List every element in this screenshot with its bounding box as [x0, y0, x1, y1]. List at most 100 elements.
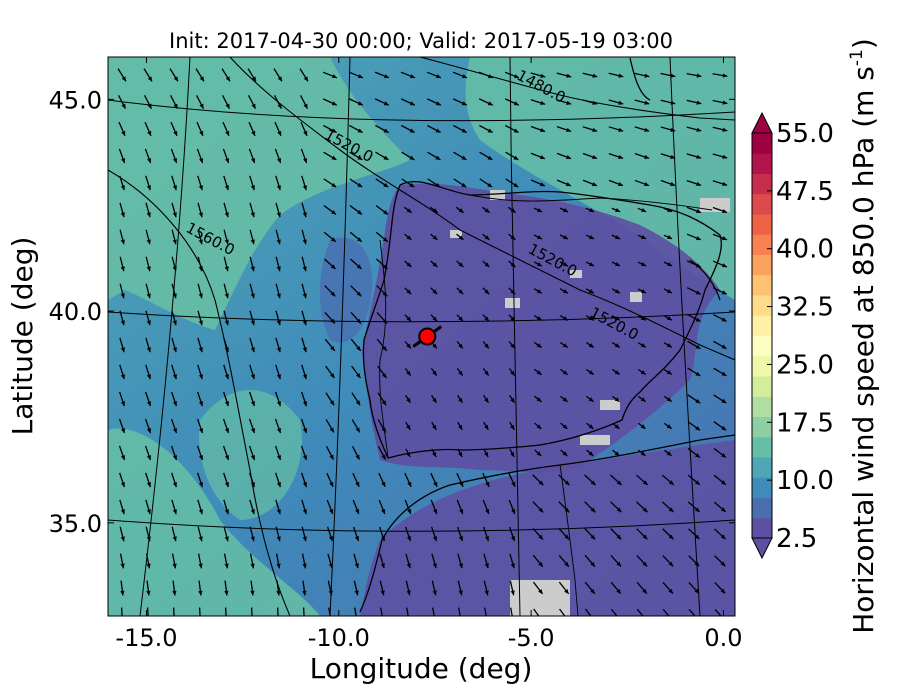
wind-vector: [638, 449, 646, 457]
wind-vector: [556, 152, 572, 160]
wind-vector: [349, 231, 363, 243]
wind-vector: [171, 337, 177, 353]
wind-vector: [275, 364, 281, 380]
wind-vector: [534, 422, 542, 430]
wind-vector: [611, 207, 621, 213]
wind-vector: [479, 178, 493, 188]
wind-vector: [430, 472, 438, 488]
wind-vector: [379, 580, 385, 596]
wind-vector: [198, 580, 203, 596]
wind-vector: [608, 99, 624, 105]
wind-vector: [686, 126, 702, 132]
wind-vector: [556, 99, 572, 105]
wind-vector: [663, 261, 673, 267]
wind-vector: [663, 342, 673, 348]
wind-vector: [714, 555, 726, 567]
wind-vector: [509, 421, 515, 431]
colorbar-tick-label-6: 47.5: [776, 177, 834, 207]
wind-vector: [431, 448, 437, 458]
wind-vector: [637, 288, 647, 294]
wind-vector: [482, 233, 490, 241]
colorbar-ticks: 2.5 10.0 17.5 25.0 32.5 40.0 47.5 55.0: [767, 119, 834, 554]
wind-vector: [483, 448, 489, 458]
wind-vector: [379, 553, 385, 569]
wind-vector: [349, 178, 363, 188]
wind-vector: [197, 256, 203, 272]
wind-vector: [275, 526, 281, 542]
colorbar-over-triangle: [751, 111, 773, 134]
wind-vector: [118, 391, 126, 407]
wind-vector: [349, 151, 363, 161]
wind-vector: [404, 260, 412, 268]
wind-vector: [584, 528, 596, 540]
wind-vector: [406, 607, 409, 616]
y-tick-label-1: 40.0: [49, 298, 102, 326]
wind-vector: [556, 125, 572, 133]
wind-vector: [482, 314, 490, 322]
wind-vector: [404, 367, 412, 377]
y-axis-ticks: 45.0 40.0 35.0: [49, 86, 735, 538]
wind-vector: [404, 394, 412, 404]
wind-vector: [249, 526, 255, 542]
wind-vector: [327, 580, 333, 596]
wind-vector: [375, 124, 389, 134]
wind-vector: [249, 256, 255, 272]
wind-vector: [171, 175, 177, 191]
wind-vector: [377, 392, 387, 406]
colorbar-tick-label-4: 32.5: [776, 293, 834, 323]
wind-vector: [352, 472, 360, 488]
wind-vector: [223, 310, 229, 326]
wind-vector: [222, 121, 230, 137]
wind-vector: [713, 313, 727, 323]
wind-vector: [120, 607, 123, 616]
wind-vector: [196, 148, 204, 164]
wind-vector: [560, 422, 568, 430]
wind-vector: [584, 474, 596, 486]
wind-vector: [145, 472, 152, 488]
wind-vector: [560, 395, 568, 403]
wind-vector: [405, 421, 411, 431]
wind-vector: [403, 206, 413, 214]
wind-vector: [559, 288, 569, 294]
wind-vector: [478, 98, 494, 106]
wind-vector: [713, 421, 727, 431]
wind-vector: [456, 260, 464, 268]
wind-vector: [712, 153, 728, 159]
wind-vector: [534, 449, 542, 457]
wind-vector: [348, 98, 364, 106]
wind-vector: [223, 364, 229, 380]
wind-vector: [119, 202, 125, 218]
wind-vector: [197, 310, 203, 326]
wind-vector: [326, 472, 334, 488]
wind-vector: [611, 234, 621, 240]
wind-vector: [504, 71, 520, 79]
wind-vector: [249, 202, 255, 218]
wind-vector: [322, 98, 338, 106]
wind-vector: [171, 499, 177, 515]
wind-vector: [171, 256, 177, 272]
x-axis-label: Longitude (deg): [310, 652, 533, 685]
wind-vector: [532, 581, 544, 595]
wind-vector: [145, 337, 151, 353]
wind-vector: [146, 607, 149, 616]
colorbar-bin: [752, 436, 772, 458]
wind-vector: [145, 526, 151, 542]
wind-swath-northeast: [465, 57, 735, 300]
wind-vector: [119, 310, 125, 326]
wind-vector: [301, 202, 307, 218]
wind-vector: [612, 422, 620, 430]
wind-vector: [509, 448, 515, 458]
wind-vector: [274, 121, 282, 137]
wind-vector: [686, 287, 702, 295]
colorbar-label-close: ): [847, 38, 880, 49]
wind-vector: [530, 99, 546, 105]
wind-vector: [686, 206, 702, 214]
wind-vector: [274, 445, 282, 461]
wind-vector: [249, 283, 255, 299]
wind-vector: [275, 175, 281, 191]
chart-title: Init: 2017-04-30 00:00; Valid: 2017-05-1…: [169, 29, 673, 53]
wind-vector: [559, 315, 569, 321]
wind-vector: [119, 499, 125, 515]
wind-vector: [325, 365, 335, 379]
wind-vector: [430, 233, 438, 241]
